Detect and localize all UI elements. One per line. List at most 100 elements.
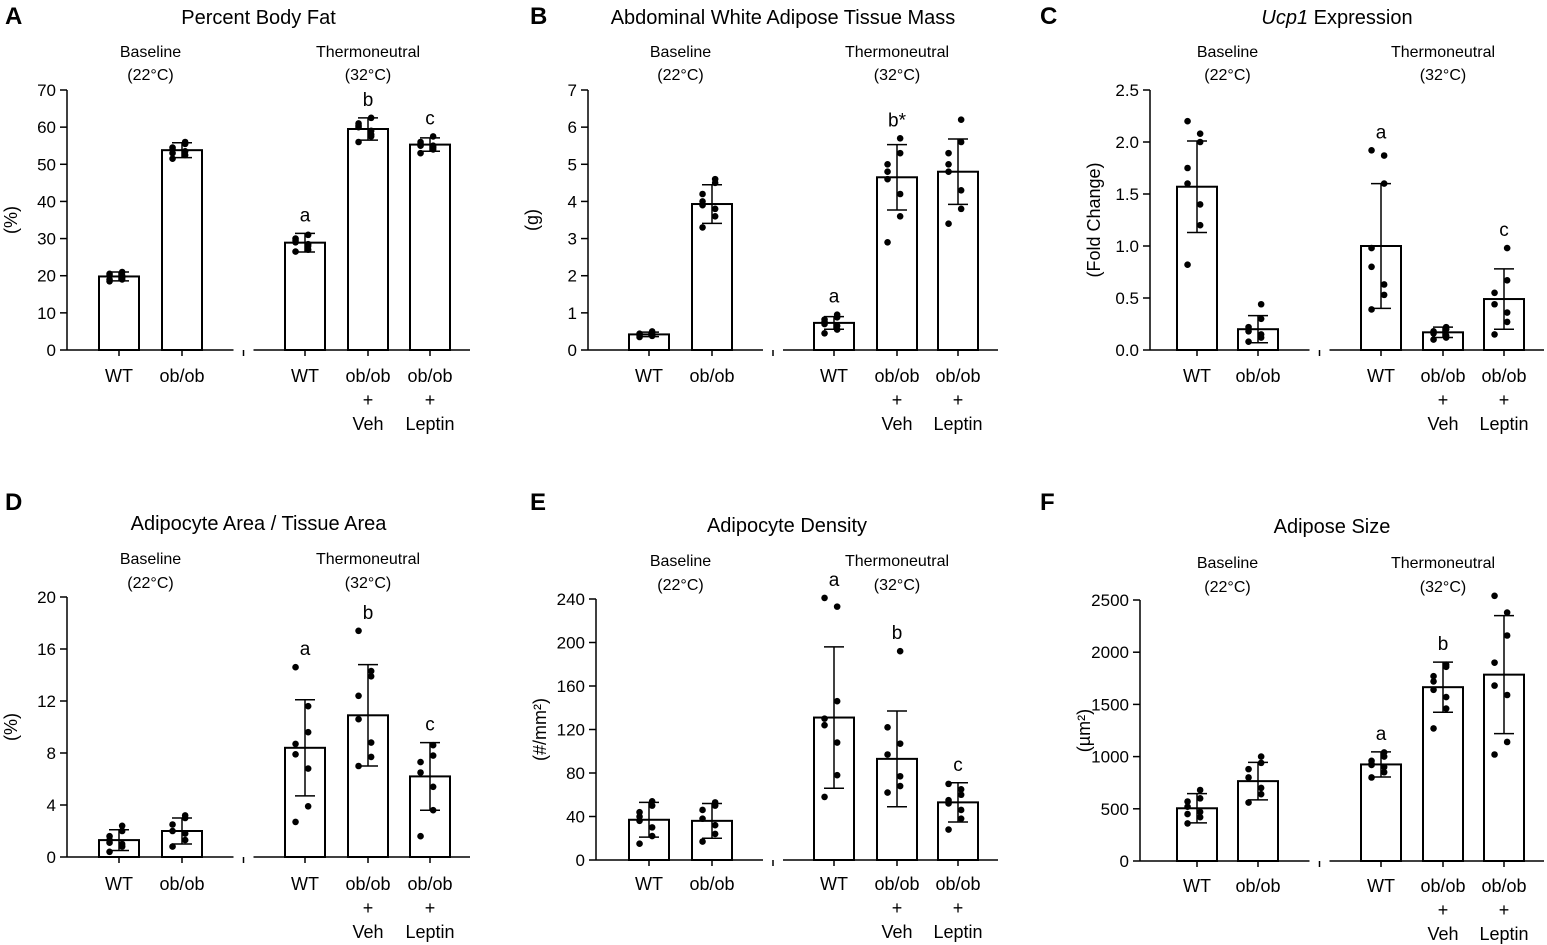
data-point: [1184, 798, 1191, 805]
data-point: [648, 824, 656, 831]
data-point: [821, 793, 828, 801]
group-temp-baseline: (22°C): [1204, 579, 1250, 596]
data-point: [699, 201, 706, 209]
data-point: [1196, 795, 1204, 802]
data-point: [429, 133, 437, 140]
data-point: [1430, 678, 1437, 685]
y-tick-label: 0.0: [1115, 341, 1139, 360]
data-point: [1380, 180, 1388, 187]
data-point: [957, 786, 965, 793]
data-point: [1491, 592, 1498, 600]
group-label-baseline: Baseline: [650, 44, 711, 61]
data-point: [636, 331, 643, 339]
data-point: [292, 818, 299, 826]
group-label-baseline: Baseline: [1197, 555, 1258, 572]
x-category-label: Veh: [352, 414, 383, 434]
data-point: [367, 753, 375, 761]
data-point: [1442, 323, 1450, 331]
data-point: [417, 832, 424, 840]
data-point: [429, 783, 437, 791]
data-point: [106, 832, 113, 840]
significance-label: b: [1438, 634, 1449, 655]
panel-letter: C: [1040, 3, 1057, 30]
data-point: [429, 144, 437, 151]
data-point: [304, 240, 312, 248]
significance-label: c: [953, 755, 963, 776]
group-label-thermoneutral: Thermoneutral: [316, 551, 420, 568]
x-category-label: ob/ob: [1420, 366, 1465, 386]
x-category-label: +: [425, 898, 436, 918]
y-tick-label: 200: [557, 634, 585, 653]
data-point: [1442, 705, 1450, 712]
group-temp-thermoneutral: (32°C): [345, 67, 391, 84]
y-tick-label: 5: [568, 155, 577, 174]
y-axis-label: (Fold Change): [1084, 162, 1104, 277]
data-point: [957, 815, 965, 822]
data-point: [1368, 263, 1375, 271]
data-point: [1184, 810, 1191, 818]
x-category-label: WT: [820, 366, 848, 386]
data-point: [884, 724, 891, 731]
x-category-label: Leptin: [1479, 414, 1528, 434]
data-point: [169, 155, 176, 163]
x-category-label: +: [892, 390, 903, 410]
y-tick-label: 0: [47, 341, 56, 360]
data-point: [833, 771, 841, 779]
data-point: [367, 673, 375, 680]
x-category-label: ob/ob: [1481, 876, 1526, 896]
data-point: [896, 647, 904, 655]
data-point: [1196, 808, 1204, 816]
panel-b: B Abdominal White Adipose Tissue Mass Base…: [522, 3, 998, 434]
data-point: [833, 739, 841, 746]
x-category-label: ob/ob: [1481, 366, 1526, 386]
x-category-label: WT: [291, 366, 319, 386]
data-point: [355, 762, 362, 770]
group-temp-baseline: (22°C): [127, 67, 173, 84]
data-point: [1503, 609, 1511, 616]
panel-letter: A: [5, 3, 22, 30]
data-point: [304, 803, 312, 810]
data-point: [118, 827, 126, 835]
data-point: [884, 751, 891, 758]
x-category-label: ob/ob: [345, 366, 390, 386]
data-point: [169, 827, 176, 835]
bar-5: [409, 143, 451, 351]
data-point: [945, 149, 952, 157]
y-tick-label: 20: [37, 588, 56, 607]
panel-f: F Adipose Size Baseline (22°C) Thermoneutral…: [1040, 489, 1544, 944]
data-point: [1430, 686, 1437, 694]
data-point: [711, 821, 719, 829]
data-point: [711, 175, 719, 183]
y-tick-label: 3: [568, 230, 577, 249]
data-point: [1503, 318, 1511, 326]
panel-title: Adipocyte Area / Tissue Area: [131, 513, 388, 535]
data-point: [1368, 306, 1375, 313]
y-tick-label: 0: [568, 341, 577, 360]
panel-title: Abdominal White Adipose Tissue Mass: [611, 7, 956, 29]
data-point: [1245, 799, 1252, 806]
y-tick-label: 500: [1101, 800, 1129, 819]
data-point: [699, 190, 706, 198]
data-point: [1184, 803, 1191, 811]
x-category-label: Veh: [1427, 924, 1458, 944]
data-point: [1491, 682, 1498, 689]
x-category-label: Veh: [881, 414, 912, 434]
data-point: [1430, 672, 1437, 680]
data-point: [945, 826, 952, 833]
x-category-label: WT: [105, 874, 133, 894]
data-point: [106, 276, 113, 283]
x-category-label: ob/ob: [407, 366, 452, 386]
y-tick-label: 1.5: [1115, 185, 1139, 204]
data-point: [304, 728, 312, 736]
significance-label: b: [363, 90, 374, 111]
data-point: [884, 168, 891, 176]
y-tick-label: 70: [37, 81, 56, 100]
data-point: [1491, 659, 1498, 666]
group-label-baseline: Baseline: [1197, 44, 1258, 61]
y-axis-label: (%): [1, 713, 21, 741]
data-point: [957, 205, 965, 213]
data-point: [1380, 763, 1388, 771]
data-point: [1380, 281, 1388, 288]
x-category-label: Leptin: [405, 922, 454, 942]
data-point: [648, 832, 656, 840]
